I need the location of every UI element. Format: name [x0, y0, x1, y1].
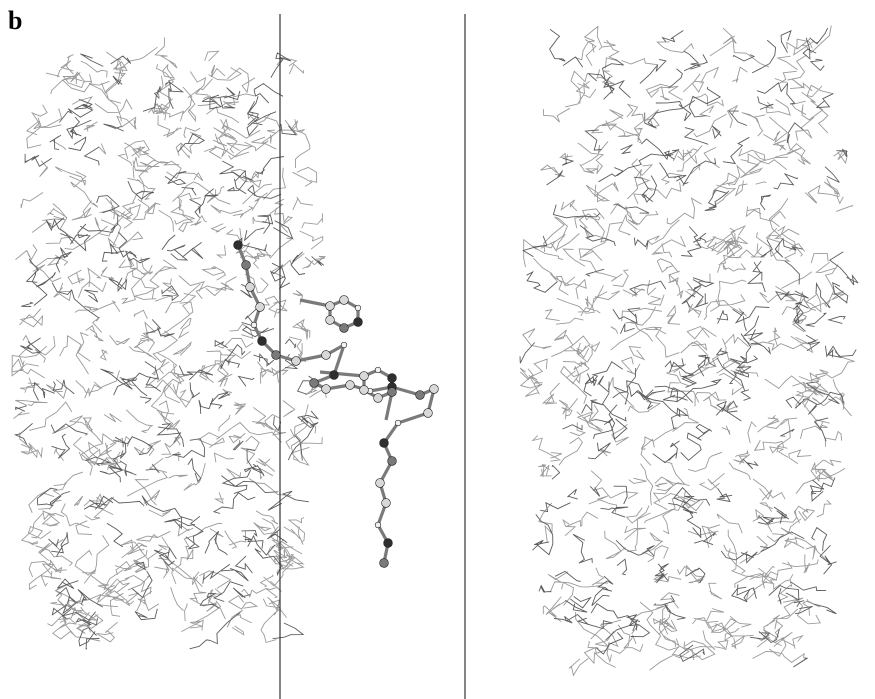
ligand-atom [340, 341, 348, 349]
ligand-atom [381, 498, 391, 508]
ligand-atom [383, 538, 393, 548]
ligand-atom [233, 240, 243, 250]
left-membrane-wireframe [11, 37, 328, 650]
ligand-atom [374, 366, 382, 374]
ligand-atom [359, 385, 369, 395]
ligand-atom [339, 295, 349, 305]
ligand-atom [379, 558, 389, 568]
ligand-atom [423, 408, 433, 418]
ligand-ball-and-stick [233, 240, 439, 568]
ligand-atom [329, 370, 339, 380]
ligand-atom [271, 350, 281, 360]
panel-label: b [8, 6, 23, 35]
right-membrane-wireframe [519, 25, 859, 677]
ligand-atom [387, 387, 397, 397]
ligand-atom [241, 260, 251, 270]
ligand-atom [353, 317, 363, 327]
ligand-atom [291, 356, 301, 366]
ligand-atom [257, 336, 267, 346]
ligand-atom [309, 378, 319, 388]
ligand-atom [373, 393, 383, 403]
ligand-atom [359, 371, 369, 381]
ligand-atom [325, 301, 335, 311]
ligand-atom [321, 350, 331, 360]
ligand-atom [255, 302, 265, 312]
right-membrane-bonds-light [519, 25, 855, 677]
ligand-atom [321, 384, 331, 394]
ligand-atom [387, 456, 397, 466]
ligand-atom [379, 438, 389, 448]
ligand-atom [429, 384, 439, 394]
ligand-atom [394, 419, 402, 427]
ligand-atom [415, 390, 425, 400]
left-membrane-bonds-dark [13, 52, 325, 650]
right-membrane-bonds-dark [519, 27, 859, 668]
ligand-atom [345, 380, 355, 390]
ligand-atom [339, 323, 349, 333]
ligand-atom [325, 315, 335, 325]
ligand-atom [387, 373, 397, 383]
ligand-atom [250, 321, 258, 329]
ligand-atom [374, 521, 382, 529]
ligand-atom [245, 282, 255, 292]
ligand-atom [354, 304, 362, 312]
ligand-atom [375, 478, 385, 488]
